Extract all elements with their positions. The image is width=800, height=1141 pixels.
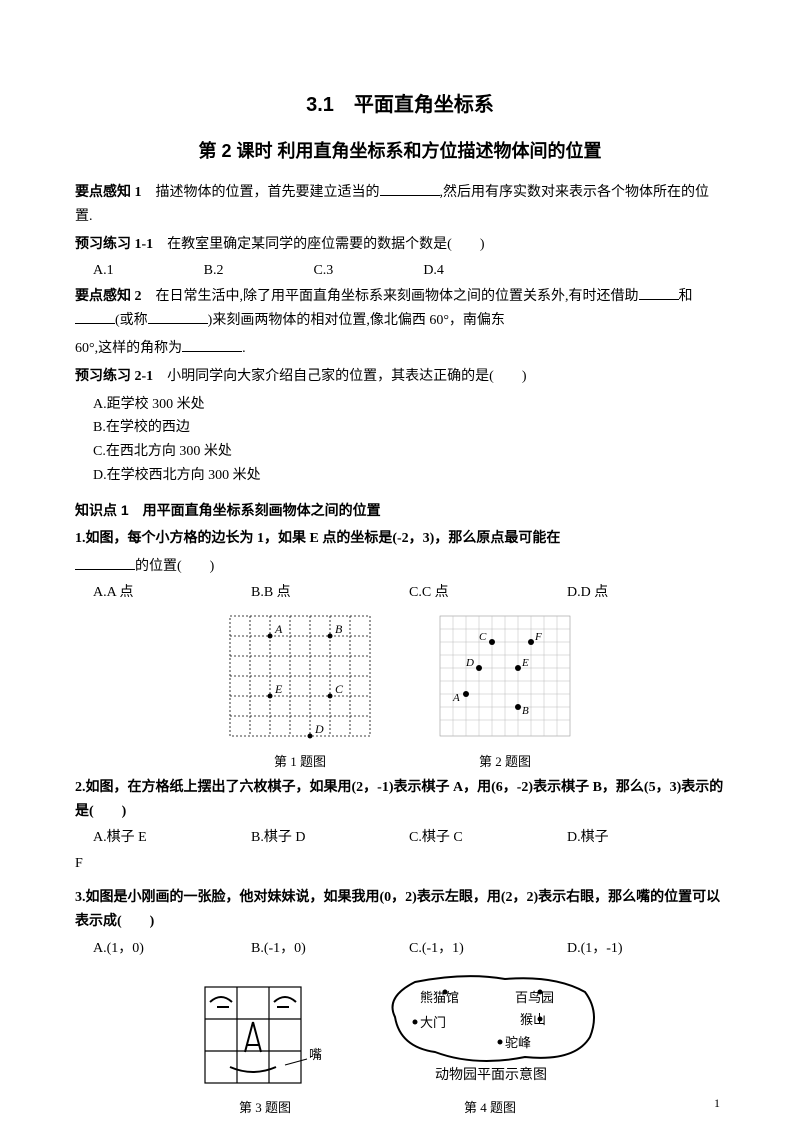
svg-text:A: A	[452, 692, 460, 704]
page-number: 1	[714, 1094, 720, 1112]
blank-2b[interactable]	[75, 310, 115, 324]
opt-d[interactable]: D.在学校西北方向 300 米处	[93, 464, 725, 488]
opt-c[interactable]: C.(-1，1)	[409, 938, 567, 959]
svg-text:猴山: 猴山	[520, 1012, 546, 1027]
q3-text: 3.如图是小刚画的一张脸，他对妹妹说，如果我用(0，2)表示左眼，用(2，2)表…	[75, 890, 720, 929]
q2-f: F	[75, 852, 725, 876]
zoo-map: 熊猫馆 百鸟园 大门 猴山 驼峰 动物园平面示意图	[375, 967, 605, 1087]
svg-text:D: D	[314, 722, 324, 736]
yd1-t1: 描述物体的位置，首先要建立适当的	[142, 185, 380, 200]
yx11-text: 在教室里确定某同学的座位需要的数据个数是( )	[153, 237, 484, 252]
svg-text:E: E	[274, 682, 283, 696]
grid-figure-2: C F D E A B	[435, 611, 575, 741]
opt-a[interactable]: A.A 点	[93, 582, 251, 603]
opt-d[interactable]: D.(1，-1)	[567, 938, 725, 959]
grid-figure-1: A B E C D	[225, 611, 375, 741]
blank-2a[interactable]	[639, 286, 679, 300]
figure-1: A B E C D 第 1 题图	[225, 611, 375, 772]
yx21-options: A.距学校 300 米处 B.在学校的西边 C.在西北方向 300 米处 D.在…	[93, 393, 725, 488]
svg-text:B: B	[522, 705, 529, 717]
figure-3: 嘴 第 3 题图	[195, 977, 335, 1118]
yd1-label: 要点感知 1	[75, 185, 142, 200]
opt-b[interactable]: B.(-1，0)	[251, 938, 409, 959]
question-2: 2.如图，在方格纸上摆出了六枚棋子，如果用(2，-1)表示棋子 A，用(6，-2…	[75, 776, 725, 824]
q2-text: 2.如图，在方格纸上摆出了六枚棋子，如果用(2，-1)表示棋子 A，用(6，-2…	[75, 780, 723, 819]
opt-d[interactable]: D.棋子	[567, 827, 725, 848]
yaodian-1: 要点感知 1 描述物体的位置，首先要建立适当的,然后用有序实数对来表示各个物体所…	[75, 181, 725, 229]
opt-a[interactable]: A.距学校 300 米处	[93, 393, 725, 417]
opt-c[interactable]: C.棋子 C	[409, 827, 567, 848]
figure-4: 熊猫馆 百鸟园 大门 猴山 驼峰 动物园平面示意图 第 4 题图	[375, 967, 605, 1118]
yd2-t3: (或称	[115, 313, 148, 328]
opt-b[interactable]: B.2	[204, 260, 224, 281]
figures-3-4: 嘴 第 3 题图 熊猫馆 百鸟园 大门 猴山 驼峰 动物园平面示意图 第 4 题…	[75, 967, 725, 1118]
yaodian-2b: 60°,这样的角称为.	[75, 337, 725, 361]
sub-title: 第 2 课时 利用直角坐标系和方位描述物体间的位置	[75, 138, 725, 165]
yuxi-1-1: 预习练习 1-1 在教室里确定某同学的座位需要的数据个数是( )	[75, 233, 725, 257]
yx21-text: 小明同学向大家介绍自己家的位置，其表达正确的是( )	[153, 369, 526, 384]
q3-options: A.(1，0) B.(-1，0) C.(-1，1) D.(1，-1)	[93, 938, 725, 959]
opt-c[interactable]: C.在西北方向 300 米处	[93, 440, 725, 464]
opt-a[interactable]: A.1	[93, 260, 114, 281]
opt-b[interactable]: B.棋子 D	[251, 827, 409, 848]
blank-2c[interactable]	[148, 310, 208, 324]
mouth-label: 嘴	[309, 1047, 322, 1062]
blank-2d[interactable]	[182, 338, 242, 352]
yd2-t4: )来刻画两物体的相对位置,像北偏西 60°，南偏东	[208, 313, 505, 328]
svg-text:B: B	[335, 622, 343, 636]
svg-text:A: A	[274, 622, 283, 636]
face-figure: 嘴	[195, 977, 335, 1087]
main-title: 3.1 平面直角坐标系	[75, 90, 725, 120]
svg-text:驼峰: 驼峰	[505, 1035, 531, 1050]
q1-options: A.A 点 B.B 点 C.C 点 D.D 点	[93, 582, 725, 603]
opt-b[interactable]: B.B 点	[251, 582, 409, 603]
yd2-t2: 和	[679, 289, 693, 304]
svg-text:百鸟园: 百鸟园	[515, 990, 554, 1005]
blank-1[interactable]	[380, 182, 440, 196]
fig1-caption: 第 1 题图	[225, 752, 375, 772]
zhishidian-1: 知识点 1 用平面直角坐标系刻画物体之间的位置	[75, 500, 725, 521]
yx11-options: A.1 B.2 C.3 D.4	[93, 260, 725, 281]
zoo-title: 动物园平面示意图	[435, 1066, 547, 1083]
fig4-caption: 第 4 题图	[375, 1098, 605, 1118]
opt-a[interactable]: A.(1，0)	[93, 938, 251, 959]
opt-c[interactable]: C.C 点	[409, 582, 567, 603]
svg-text:E: E	[521, 657, 529, 669]
question-1: 1.如图，每个小方格的边长为 1，如果 E 点的坐标是(-2，3)，那么原点最可…	[75, 527, 725, 551]
yd2-label: 要点感知 2	[75, 289, 142, 304]
question-3: 3.如图是小刚画的一张脸，他对妹妹说，如果我用(0，2)表示左眼，用(2，2)表…	[75, 886, 725, 934]
yaodian-2: 要点感知 2 在日常生活中,除了用平面直角坐标系来刻画物体之间的位置关系外,有时…	[75, 285, 725, 333]
yuxi-2-1: 预习练习 2-1 小明同学向大家介绍自己家的位置，其表达正确的是( )	[75, 365, 725, 389]
opt-d[interactable]: D.4	[423, 260, 444, 281]
figure-2: C F D E A B 第 2 题图	[435, 611, 575, 772]
svg-text:大门: 大门	[420, 1015, 446, 1030]
svg-text:熊猫馆: 熊猫馆	[420, 990, 459, 1005]
opt-d[interactable]: D.D 点	[567, 582, 725, 603]
figures-1-2: A B E C D 第 1 题图 C F D E A B 第 2 题图	[75, 611, 725, 772]
yx11-label: 预习练习 1-1	[75, 237, 153, 252]
svg-text:F: F	[534, 631, 542, 643]
svg-text:C: C	[479, 631, 487, 643]
yx21-label: 预习练习 2-1	[75, 369, 153, 384]
svg-text:D: D	[465, 657, 474, 669]
fig2-caption: 第 2 题图	[435, 752, 575, 772]
svg-text:C: C	[335, 682, 344, 696]
opt-a[interactable]: A.棋子 E	[93, 827, 251, 848]
question-1b: 的位置( )	[75, 555, 725, 579]
yd2-t6: .	[242, 341, 246, 356]
opt-c[interactable]: C.3	[313, 260, 333, 281]
q1-text: 1.如图，每个小方格的边长为 1，如果 E 点的坐标是(-2，3)，那么原点最可…	[75, 531, 560, 546]
q2-options: A.棋子 E B.棋子 D C.棋子 C D.棋子	[93, 827, 725, 848]
blank-q1[interactable]	[75, 556, 135, 570]
yd2-t1: 在日常生活中,除了用平面直角坐标系来刻画物体之间的位置关系外,有时还借助	[142, 289, 639, 304]
q1-text2: 的位置( )	[135, 559, 214, 574]
opt-b[interactable]: B.在学校的西边	[93, 416, 725, 440]
fig3-caption: 第 3 题图	[195, 1098, 335, 1118]
yd2-t5: 60°,这样的角称为	[75, 341, 182, 356]
